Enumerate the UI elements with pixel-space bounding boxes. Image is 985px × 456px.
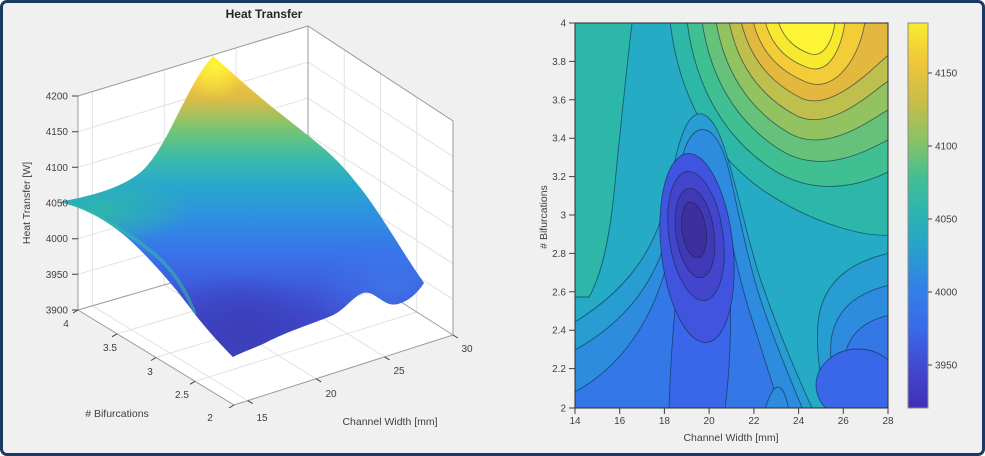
x-tick: 20 bbox=[704, 416, 716, 427]
x-tick: 30 bbox=[461, 344, 473, 355]
colorbar-tick: 3950 bbox=[935, 361, 958, 372]
x-tick: 18 bbox=[659, 416, 671, 427]
contour-x-tick-labels: 14 16 18 20 22 24 26 28 bbox=[569, 416, 894, 427]
surface-zlabel: Heat Transfer [W] bbox=[21, 162, 33, 244]
contour-xlabel: Channel Width [mm] bbox=[683, 432, 778, 444]
z-tick: 4200 bbox=[46, 92, 69, 103]
y-tick: 3.6 bbox=[552, 95, 566, 106]
y-tick: 3 bbox=[147, 367, 153, 378]
z-tick: 4000 bbox=[46, 234, 69, 245]
colorbar-tick: 4100 bbox=[935, 142, 958, 153]
x-tick: 14 bbox=[569, 416, 581, 427]
contour-field bbox=[569, 22, 889, 414]
x-tick: 16 bbox=[614, 416, 626, 427]
contour-blip-high bbox=[765, 386, 790, 408]
surface-xlabel: Channel Width [mm] bbox=[342, 416, 437, 428]
y-tick: 3.5 bbox=[103, 343, 117, 354]
colorbar[interactable]: 4150 4100 4050 4000 3950 bbox=[907, 22, 958, 409]
surface-tick-stubs bbox=[72, 95, 459, 409]
y-tick: 2.4 bbox=[552, 326, 566, 337]
colorbar-tick-labels: 4150 4100 4050 4000 3950 bbox=[935, 69, 958, 372]
y-tick: 2.6 bbox=[552, 287, 566, 298]
z-tick: 3950 bbox=[46, 270, 69, 281]
y-tick: 2.5 bbox=[175, 390, 189, 401]
contour-ylabel: # Bifurcations bbox=[538, 185, 550, 249]
z-tick: 4100 bbox=[46, 163, 69, 174]
contour-tick-stubs bbox=[569, 22, 889, 414]
y-tick: 3.2 bbox=[552, 172, 566, 183]
contour-y-tick-labels: 4 3.8 3.6 3.4 3.2 3 2.8 2.6 2.4 2.2 2 bbox=[552, 19, 566, 415]
figure-canvas[interactable]: 4200 4150 4100 4050 4000 3950 3900 4 3.5… bbox=[3, 3, 982, 453]
y-tick: 2 bbox=[207, 413, 213, 424]
y-tick: 3.4 bbox=[552, 134, 566, 145]
contour-plot-axes[interactable]: 4 3.8 3.6 3.4 3.2 3 2.8 2.6 2.4 2.2 2 14… bbox=[538, 19, 958, 445]
x-tick: 26 bbox=[838, 416, 850, 427]
y-tick: 2.2 bbox=[552, 364, 566, 375]
y-tick: 3 bbox=[560, 211, 566, 222]
contour-band-teal-left bbox=[575, 23, 633, 298]
x-tick: 22 bbox=[748, 416, 760, 427]
contour-blob-low bbox=[815, 348, 888, 408]
surface-plot-title: Heat Transfer bbox=[226, 7, 303, 21]
y-tick: 2.8 bbox=[552, 249, 566, 260]
x-tick: 28 bbox=[882, 416, 894, 427]
z-tick: 3900 bbox=[46, 306, 69, 317]
y-tick: 2 bbox=[560, 404, 566, 415]
surface-y-tick-labels: 4 3.5 3 2.5 2 bbox=[63, 319, 213, 424]
x-tick: 25 bbox=[393, 366, 405, 377]
surface-ylabel: # Bifurcations bbox=[85, 408, 149, 420]
z-tick: 4150 bbox=[46, 127, 69, 138]
y-tick: 4 bbox=[560, 19, 566, 30]
x-tick: 15 bbox=[256, 413, 268, 424]
colorbar-tick: 4150 bbox=[935, 69, 958, 80]
colorbar-tick: 4000 bbox=[935, 288, 958, 299]
y-tick: 3.8 bbox=[552, 57, 566, 68]
z-tick: 4050 bbox=[46, 199, 69, 210]
surface-z-tick-labels: 4200 4150 4100 4050 4000 3950 3900 bbox=[46, 92, 69, 317]
x-tick: 24 bbox=[793, 416, 805, 427]
colorbar-gradient bbox=[907, 22, 929, 409]
surface-plot-axes[interactable]: 4200 4150 4100 4050 4000 3950 3900 4 3.5… bbox=[21, 7, 473, 428]
y-tick: 4 bbox=[63, 319, 69, 330]
colorbar-tick: 4050 bbox=[935, 215, 958, 226]
colorbar-tick-stubs bbox=[928, 72, 932, 366]
x-tick: 20 bbox=[325, 389, 337, 400]
surface-x-tick-labels: 15 20 25 30 bbox=[256, 344, 473, 424]
